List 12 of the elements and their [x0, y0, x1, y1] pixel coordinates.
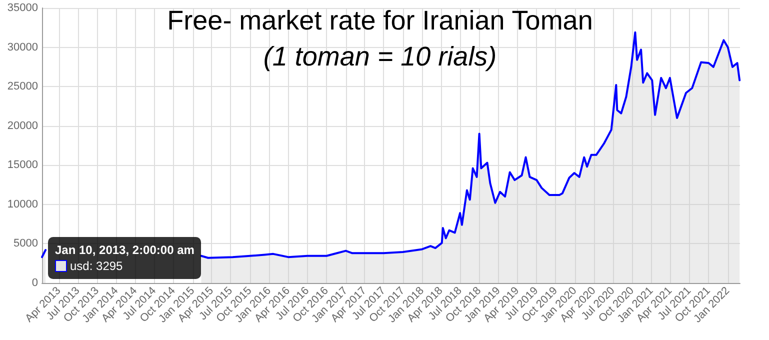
annotation: usd: 3295	[70, 258, 123, 274]
y-tick-label: 10000	[7, 198, 38, 210]
chart-title: Free- market rate for Iranian Toman	[167, 6, 593, 36]
y-tick-label: 30000	[7, 41, 38, 54]
y-tick-label: 5000	[14, 238, 38, 250]
y-tick-label: 15000	[7, 159, 38, 172]
y-tick-label: 25000	[7, 80, 38, 93]
y-tick-label: 35000	[7, 2, 38, 14]
text: (1 toman = 10 rials)	[263, 42, 497, 72]
annotation: Jan 10, 2013, 2:00:00 am	[55, 242, 194, 258]
y-tick-label: 20000	[7, 120, 38, 132]
y-tick-label: 0	[32, 277, 38, 289]
